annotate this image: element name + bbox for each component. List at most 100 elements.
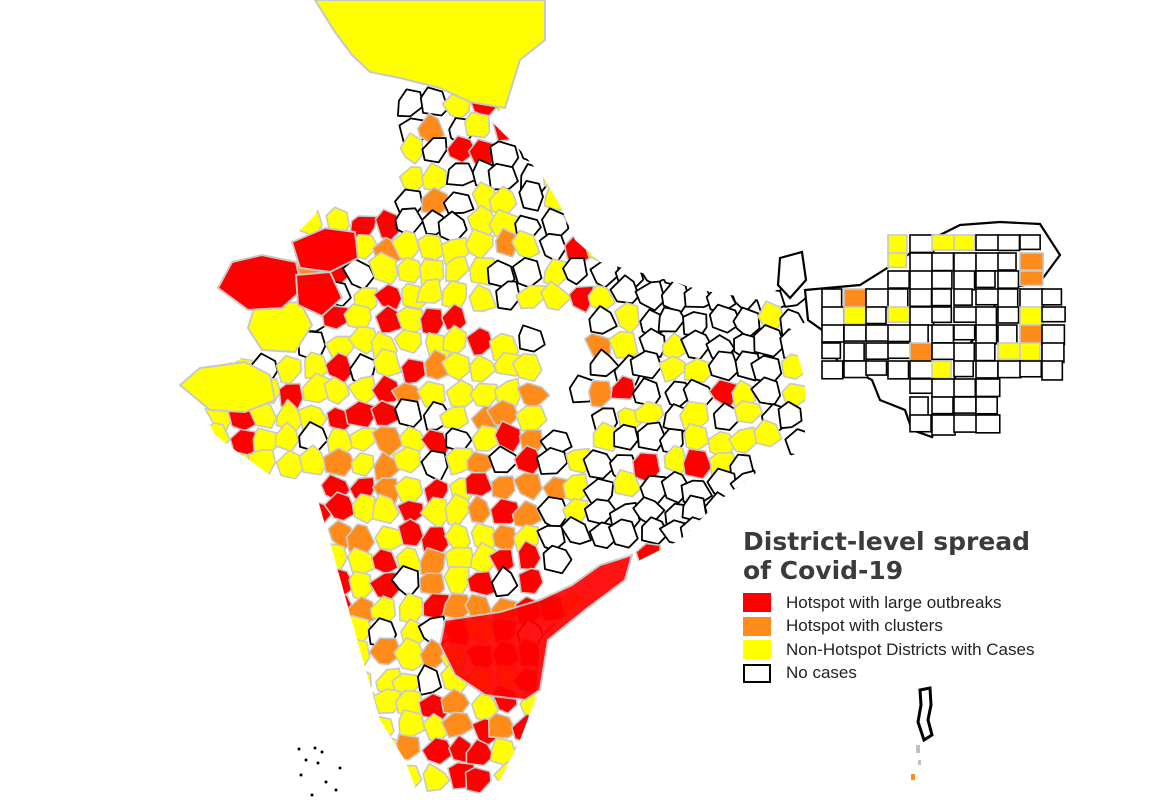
district bbox=[393, 329, 423, 354]
district bbox=[440, 688, 471, 715]
legend-title-line-2: of Covid-19 bbox=[743, 556, 904, 585]
district bbox=[589, 348, 620, 378]
district bbox=[515, 92, 546, 116]
district bbox=[416, 664, 443, 696]
district bbox=[469, 382, 499, 409]
district bbox=[443, 565, 471, 595]
district bbox=[909, 270, 933, 292]
district bbox=[909, 306, 935, 326]
district bbox=[515, 284, 547, 310]
district bbox=[887, 234, 908, 255]
district bbox=[887, 324, 912, 343]
district bbox=[540, 161, 573, 188]
district bbox=[204, 447, 238, 480]
district bbox=[975, 270, 996, 289]
district bbox=[465, 738, 496, 767]
district bbox=[975, 234, 1001, 251]
district bbox=[931, 342, 956, 361]
district bbox=[657, 306, 686, 333]
district bbox=[865, 342, 890, 360]
district bbox=[843, 342, 865, 362]
district bbox=[393, 636, 427, 672]
district bbox=[975, 252, 1000, 272]
district bbox=[569, 663, 596, 694]
district bbox=[539, 666, 572, 694]
district bbox=[1019, 252, 1044, 271]
district bbox=[445, 255, 470, 283]
district bbox=[514, 405, 548, 432]
jammu-kashmir-region bbox=[313, 0, 546, 110]
district bbox=[566, 762, 594, 790]
district bbox=[953, 324, 976, 341]
legend-swatch bbox=[743, 663, 771, 683]
district bbox=[323, 542, 349, 574]
district bbox=[636, 421, 667, 452]
district bbox=[683, 357, 714, 384]
district bbox=[613, 423, 640, 451]
district bbox=[493, 420, 522, 454]
district bbox=[560, 516, 592, 545]
district bbox=[777, 400, 803, 430]
district bbox=[997, 288, 1019, 309]
district bbox=[517, 567, 544, 595]
district bbox=[568, 285, 595, 314]
district bbox=[909, 360, 934, 380]
district bbox=[821, 360, 844, 380]
district bbox=[843, 360, 869, 379]
rajasthan-central-district bbox=[294, 270, 344, 318]
andaman-islands bbox=[911, 686, 934, 780]
district bbox=[784, 428, 812, 457]
district bbox=[682, 447, 713, 480]
district bbox=[953, 270, 976, 291]
district bbox=[415, 278, 444, 304]
map-legend: District-level spread of Covid-19 Hotspo… bbox=[743, 527, 1063, 685]
district bbox=[821, 288, 843, 309]
district bbox=[753, 324, 786, 358]
district bbox=[488, 185, 518, 214]
district bbox=[418, 572, 446, 597]
northeast-outline bbox=[776, 250, 808, 300]
district bbox=[1019, 306, 1045, 328]
district bbox=[909, 414, 932, 433]
district bbox=[305, 568, 335, 602]
district bbox=[609, 374, 637, 401]
district bbox=[779, 308, 808, 338]
district bbox=[585, 644, 617, 676]
district bbox=[582, 758, 614, 793]
district bbox=[393, 764, 423, 792]
district bbox=[420, 449, 449, 483]
district bbox=[369, 595, 397, 624]
district bbox=[821, 306, 845, 327]
district bbox=[733, 399, 764, 424]
district bbox=[344, 400, 376, 429]
district bbox=[909, 324, 929, 345]
district bbox=[538, 110, 572, 142]
legend-item-non-hotspot: Non-Hotspot Districts with Cases bbox=[743, 638, 1063, 662]
district bbox=[609, 274, 640, 305]
district bbox=[711, 521, 740, 550]
district bbox=[608, 330, 639, 359]
district bbox=[464, 471, 494, 498]
district bbox=[416, 233, 446, 261]
lakshadweep-islands bbox=[297, 746, 342, 797]
district bbox=[396, 256, 424, 284]
district bbox=[423, 348, 452, 381]
district bbox=[490, 565, 519, 598]
district bbox=[953, 252, 977, 274]
rajasthan-north-district bbox=[290, 226, 360, 274]
legend-title: District-level spread of Covid-19 bbox=[743, 527, 1063, 585]
district bbox=[975, 396, 998, 415]
district bbox=[708, 303, 742, 334]
district bbox=[534, 715, 566, 743]
district bbox=[887, 306, 911, 324]
district bbox=[587, 379, 614, 409]
district bbox=[444, 492, 472, 528]
district bbox=[537, 736, 568, 767]
district bbox=[865, 360, 888, 376]
district bbox=[442, 191, 475, 215]
district bbox=[562, 257, 588, 286]
district bbox=[997, 324, 1018, 345]
gujarat-kutch-region bbox=[178, 360, 277, 414]
district bbox=[582, 449, 616, 480]
